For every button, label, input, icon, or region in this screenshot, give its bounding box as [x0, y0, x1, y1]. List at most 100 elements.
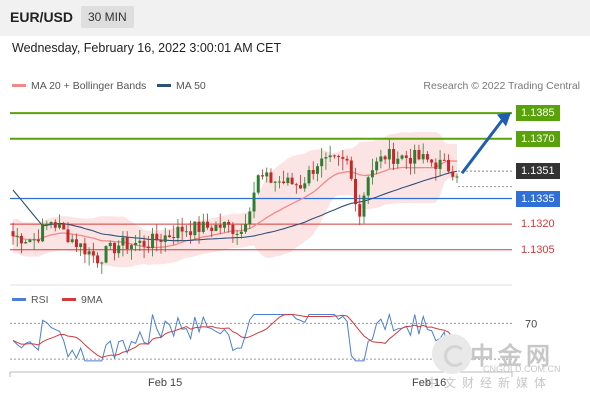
candle-body — [184, 231, 188, 233]
candle-body — [396, 158, 400, 164]
candle-body — [404, 155, 408, 158]
candle-body — [248, 211, 252, 225]
candle-body — [400, 155, 404, 159]
legend-ma50: MA 50 — [157, 80, 206, 92]
candle-body — [383, 156, 387, 160]
candle-body — [324, 157, 328, 159]
candle-body — [58, 223, 62, 228]
candle-body — [163, 235, 167, 242]
candle-body — [375, 161, 379, 171]
watermark-url: CNGOLD.COM.CN — [483, 364, 561, 374]
candle-body — [159, 240, 163, 242]
candle-body — [421, 154, 425, 160]
rsi-label: RSI — [31, 294, 49, 306]
candle-body — [176, 226, 180, 239]
ma50-label: MA 50 — [176, 80, 206, 92]
candle-body — [41, 224, 45, 242]
candle-body — [282, 181, 286, 184]
candle-body — [129, 245, 133, 249]
candle-body — [260, 175, 264, 177]
candle-body — [100, 262, 104, 264]
projection-arrow-line — [460, 115, 507, 175]
candle-body — [121, 237, 125, 246]
rsi-ma-swatch — [62, 297, 76, 301]
candle-body — [96, 255, 100, 264]
candle-body — [19, 235, 23, 244]
ma50-line — [12, 170, 458, 242]
candle-body — [180, 226, 184, 232]
candle-body — [425, 154, 429, 160]
candle-body — [206, 221, 210, 228]
timestamp: Wednesday, February 16, 2022 3:00:01 AM … — [12, 41, 282, 55]
rsi-ma-label: 9MA — [81, 294, 103, 306]
candle-body — [328, 155, 332, 158]
candle-body — [239, 231, 243, 234]
candle-body — [379, 156, 383, 162]
candle-body — [455, 176, 459, 178]
candle-body — [320, 158, 324, 167]
candle-body — [91, 251, 95, 256]
candle-body — [349, 160, 353, 179]
candle-body — [74, 239, 78, 248]
candle-body — [189, 231, 193, 236]
watermark-title: 中金网 — [470, 343, 554, 370]
candle-body — [134, 242, 138, 246]
candle-body — [438, 159, 442, 169]
candle-body — [277, 181, 281, 183]
candle-body — [15, 235, 19, 237]
candle-body — [303, 183, 307, 189]
watermark-subtitle: 中文财经新媒体 — [426, 376, 553, 390]
candle-body — [286, 177, 290, 184]
candle-body — [307, 170, 311, 184]
candle-body — [337, 156, 341, 158]
candle-body — [451, 171, 455, 177]
candle-body — [370, 170, 374, 178]
candle-body — [315, 166, 319, 174]
candle-body — [201, 221, 205, 232]
candle-body — [53, 222, 57, 228]
candle-body — [442, 159, 446, 161]
candle-body — [362, 195, 366, 217]
candle-body — [142, 240, 146, 247]
ma20-line — [12, 160, 458, 249]
candle-body — [66, 229, 70, 243]
candle-body — [231, 224, 235, 235]
candle-body — [36, 239, 40, 242]
candle-body — [299, 185, 303, 189]
candle-body — [273, 181, 277, 183]
timeframe-badge[interactable]: 30 MIN — [81, 6, 134, 28]
projection-arrow-head — [497, 112, 511, 127]
candle-body — [79, 243, 83, 248]
legend-rsi-ma: 9MA — [62, 294, 103, 306]
bollinger-band-fill — [13, 131, 457, 268]
level-label: 1.1320 — [521, 218, 555, 231]
candle-body — [256, 175, 260, 193]
watermark-logo — [432, 334, 472, 374]
rsi-line — [12, 312, 458, 362]
candle-body — [408, 157, 412, 164]
rsi-swatch — [12, 297, 26, 301]
candle-body — [294, 184, 298, 186]
candle-body — [252, 192, 256, 212]
candle-body — [417, 149, 421, 160]
level-label: 1.1385 — [516, 105, 560, 122]
candle-body — [49, 222, 53, 225]
ma20-swatch — [12, 83, 26, 87]
candle-body — [117, 245, 121, 254]
candle-body — [447, 159, 451, 172]
research-credit: Research © 2022 Trading Central — [423, 80, 580, 92]
candle-body — [104, 246, 108, 263]
candle-body — [87, 251, 91, 255]
rsi-ma-line — [12, 314, 458, 359]
candle-body — [345, 158, 349, 161]
candle-body — [146, 246, 150, 249]
candle-body — [151, 233, 155, 249]
candle-body — [311, 170, 315, 174]
candle-body — [197, 221, 201, 232]
candle-body — [366, 177, 370, 196]
candle-body — [290, 177, 294, 185]
level-label: 1.1370 — [516, 130, 560, 147]
candle-body — [354, 178, 358, 205]
candle-body — [227, 221, 231, 225]
candle-body — [222, 221, 226, 228]
